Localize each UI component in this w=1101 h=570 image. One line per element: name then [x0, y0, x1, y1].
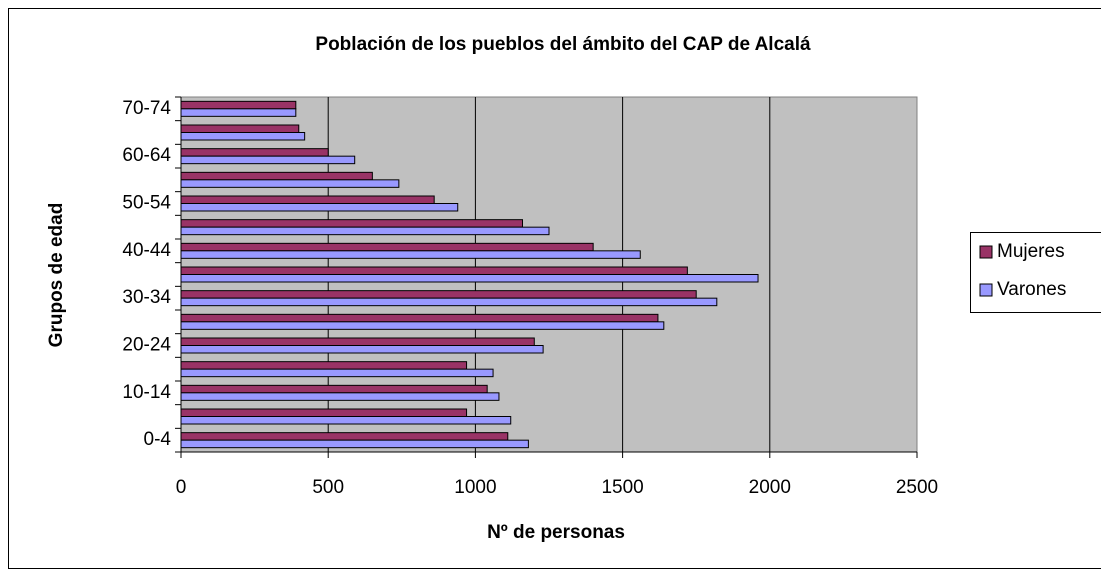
bar: [180, 274, 759, 283]
legend-label: Varones: [997, 279, 1066, 300]
bar: [180, 242, 594, 252]
y-tick-label: 70-74: [122, 98, 171, 119]
bar: [180, 108, 297, 117]
chart-title: Población de los pueblos del ámbito del …: [315, 34, 811, 55]
bar: [180, 195, 435, 204]
bar: [180, 439, 529, 449]
bar: [180, 226, 550, 236]
legend-label: Mujeres: [997, 241, 1065, 262]
bar: [180, 179, 400, 188]
y-tick-label: 0-4: [144, 429, 172, 450]
x-axis-title: Nº de personas: [487, 522, 625, 543]
bar: [180, 416, 512, 425]
x-tick-label: 1500: [601, 477, 643, 498]
bar: [180, 321, 665, 330]
bar: [180, 337, 535, 346]
bar: [180, 345, 544, 354]
y-tick-label: 50-54: [122, 193, 171, 214]
bar: [180, 219, 524, 228]
y-tick-label: 60-64: [122, 145, 171, 166]
bar: [180, 368, 494, 378]
bar: [180, 171, 373, 181]
bar: [180, 313, 659, 323]
bar: [180, 124, 300, 133]
x-tick-label: 500: [312, 477, 344, 498]
x-tick-label: 2500: [896, 477, 938, 498]
bar: [180, 250, 641, 259]
x-tick-label: 1000: [454, 477, 496, 498]
bar: [180, 290, 697, 299]
bar: [180, 384, 488, 394]
bar: [180, 392, 500, 401]
x-tick-label: 0: [176, 477, 187, 498]
x-tick-label: 2000: [749, 477, 791, 498]
bar: [180, 203, 459, 212]
y-tick-label: 20-24: [122, 335, 171, 356]
y-tick-label: 30-34: [122, 287, 171, 308]
y-tick-label: 40-44: [122, 240, 171, 261]
bar: [180, 148, 329, 157]
bar: [180, 100, 297, 110]
legend-swatch: [979, 283, 993, 297]
bar: [180, 132, 306, 141]
bar: [180, 408, 468, 417]
y-tick-label: 10-14: [122, 382, 171, 403]
legend-swatch: [979, 245, 993, 259]
bar: [180, 266, 688, 275]
bar: [180, 361, 468, 370]
bar: [180, 155, 356, 165]
bar: [180, 432, 509, 441]
bar: [180, 297, 718, 307]
y-axis-title: Grupos de edad: [46, 203, 67, 348]
